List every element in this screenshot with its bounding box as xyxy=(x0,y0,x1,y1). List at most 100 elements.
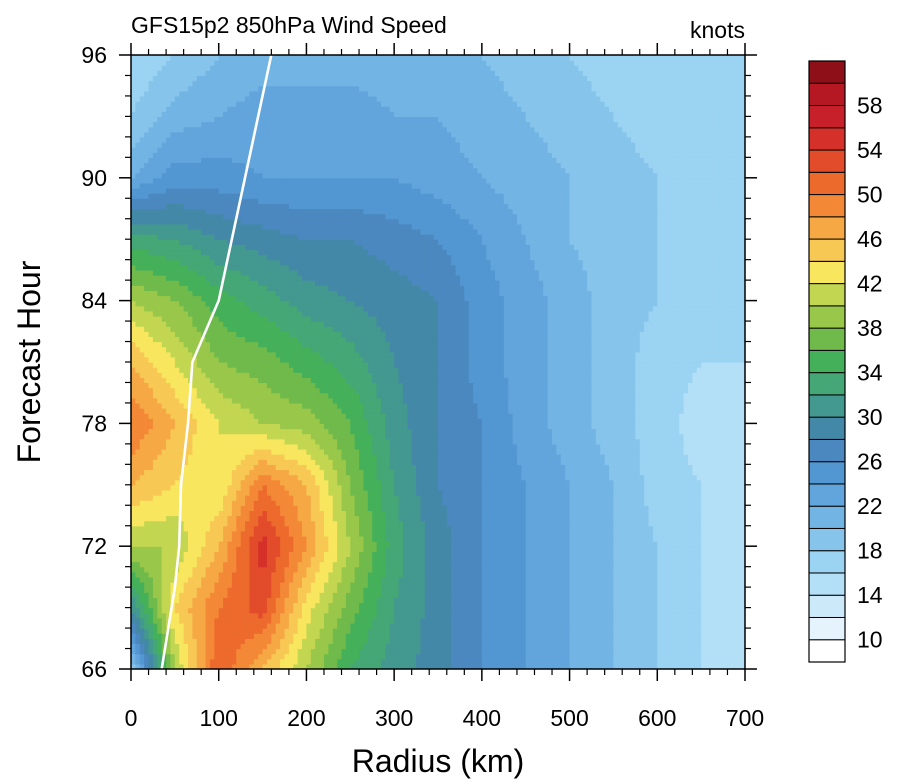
contour-cell xyxy=(323,648,329,655)
contour-cell xyxy=(139,622,145,629)
contour-cell xyxy=(705,510,711,517)
contour-cell xyxy=(131,633,136,639)
contour-cell xyxy=(323,484,329,491)
contour-cell xyxy=(354,530,360,537)
contour-cell xyxy=(468,653,474,660)
contour-cell xyxy=(595,525,601,532)
contour-cell xyxy=(731,541,737,547)
contour-cell xyxy=(740,525,745,532)
contour-cell xyxy=(604,495,610,501)
contour-cell xyxy=(266,546,272,552)
contour-cell xyxy=(538,592,544,598)
contour-cell xyxy=(275,515,281,522)
contour-cell xyxy=(385,484,391,491)
contour-cell xyxy=(714,653,720,660)
contour-cell xyxy=(736,628,742,634)
contour-cell xyxy=(161,520,167,527)
contour-cell xyxy=(639,628,645,634)
contour-cell xyxy=(148,551,154,558)
contour-cell xyxy=(227,602,233,609)
contour-cell xyxy=(245,602,251,609)
contour-cell xyxy=(613,571,619,578)
contour-cell xyxy=(433,551,439,558)
contour-cell xyxy=(380,612,386,619)
contour-cell xyxy=(416,648,422,655)
contour-cell xyxy=(297,658,303,665)
contour-cell xyxy=(727,556,733,563)
contour-cell xyxy=(359,602,365,609)
contour-cell xyxy=(657,571,663,578)
contour-cell xyxy=(538,643,544,650)
contour-cell xyxy=(674,530,680,537)
contour-cell xyxy=(644,612,650,619)
contour-cell xyxy=(416,541,422,547)
contour-cell xyxy=(424,546,430,552)
contour-cell xyxy=(604,556,610,563)
contour-cell xyxy=(192,484,198,491)
contour-cell xyxy=(407,525,413,532)
contour-cell xyxy=(227,546,233,552)
contour-cell xyxy=(306,525,312,532)
contour-cell xyxy=(337,597,343,604)
contour-cell xyxy=(341,500,347,506)
contour-cell xyxy=(135,576,141,583)
contour-cell xyxy=(552,576,558,583)
contour-cell xyxy=(161,628,167,634)
contour-cell xyxy=(582,648,588,655)
contour-cell xyxy=(674,658,680,665)
contour-cell xyxy=(473,622,479,629)
contour-cell xyxy=(332,663,338,669)
contour-cell xyxy=(293,530,299,537)
contour-cell xyxy=(626,505,632,511)
contour-cell xyxy=(148,658,154,665)
contour-cell xyxy=(692,505,698,511)
contour-cell xyxy=(363,587,369,593)
contour-cell xyxy=(214,566,220,573)
contour-cell xyxy=(302,597,308,604)
contour-cell xyxy=(188,622,193,629)
contour-cell xyxy=(372,607,378,614)
contour-cell xyxy=(416,489,422,496)
contour-cell xyxy=(407,505,413,511)
contour-cell xyxy=(595,617,601,624)
contour-cell xyxy=(723,607,729,614)
contour-cell xyxy=(407,520,413,527)
contour-cell xyxy=(490,541,496,547)
contour-cell xyxy=(253,515,259,522)
contour-cell xyxy=(420,592,426,598)
contour-cell xyxy=(679,510,685,517)
contour-cell xyxy=(363,515,369,522)
contour-cell xyxy=(679,576,685,583)
contour-cell xyxy=(209,515,215,522)
contour-cell xyxy=(648,587,654,593)
contour-cell xyxy=(556,648,562,655)
contour-cell xyxy=(442,541,448,547)
contour-cell xyxy=(240,551,246,558)
contour-cell xyxy=(521,622,527,629)
contour-cell xyxy=(692,597,698,604)
contour-cell xyxy=(192,643,198,650)
contour-cell xyxy=(499,484,505,491)
contour-cell xyxy=(446,648,452,655)
contour-cell xyxy=(613,520,619,527)
contour-cell xyxy=(433,633,439,639)
contour-cell xyxy=(157,638,163,645)
contour-cell xyxy=(214,556,220,563)
contour-cell xyxy=(530,638,536,645)
contour-cell xyxy=(152,622,158,629)
contour-cell xyxy=(718,602,724,609)
contour-cell xyxy=(280,617,286,624)
contour-cell xyxy=(380,535,386,542)
contour-cell xyxy=(582,571,588,578)
contour-cell xyxy=(179,663,185,669)
contour-cell xyxy=(604,541,610,547)
contour-cell xyxy=(696,489,702,496)
contour-cell xyxy=(552,505,558,511)
contour-cell xyxy=(139,510,145,517)
contour-cell xyxy=(407,622,413,629)
contour-cell xyxy=(275,546,281,552)
contour-cell xyxy=(306,638,312,645)
contour-cell xyxy=(639,658,645,665)
contour-cell xyxy=(166,505,172,511)
contour-cell xyxy=(332,653,338,660)
